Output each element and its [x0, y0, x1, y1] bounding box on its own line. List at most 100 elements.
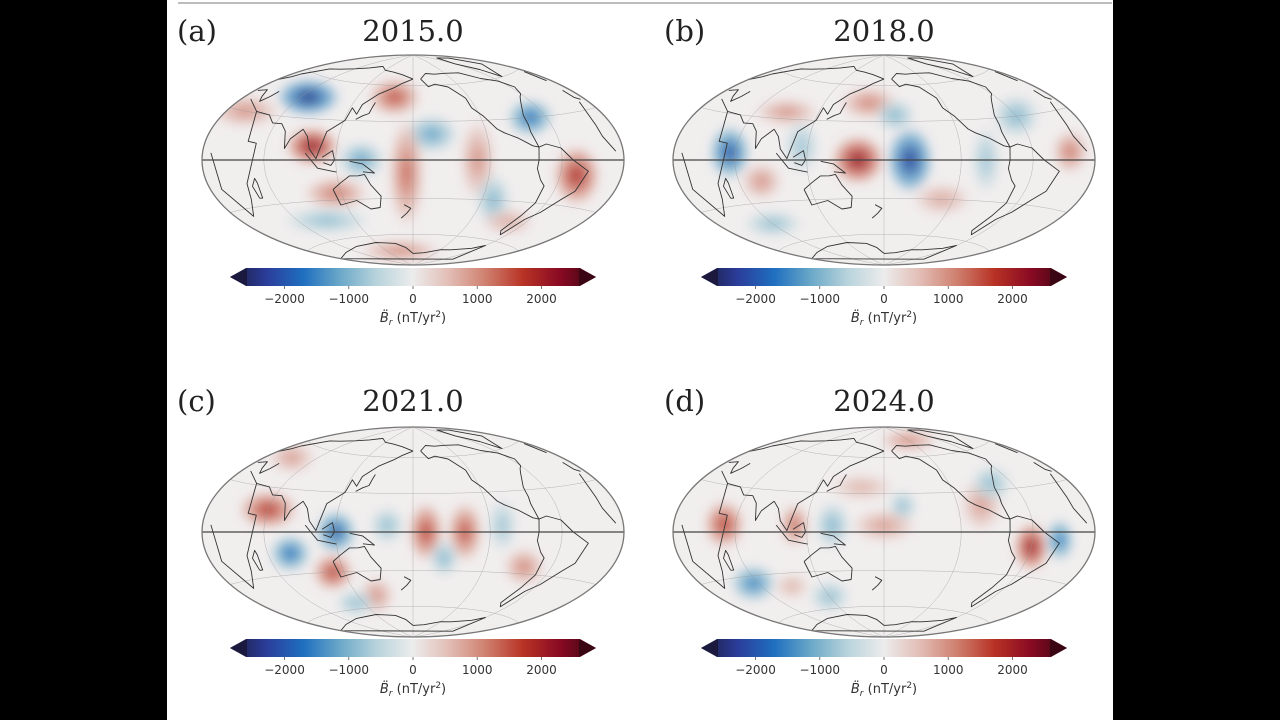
- anomaly-negative: [814, 500, 851, 550]
- coastline: [728, 89, 1052, 102]
- anomaly-positive: [481, 207, 535, 236]
- anomaly-positive: [285, 127, 339, 166]
- panel-a-label: (a): [177, 14, 217, 48]
- colorbar-gradient: [230, 268, 596, 286]
- colorbar-extend-min: [701, 639, 718, 657]
- coastline: [970, 515, 1060, 608]
- coastline: [332, 545, 382, 582]
- coastline: [820, 532, 846, 546]
- coastline: [748, 73, 773, 81]
- anomaly-positive: [388, 118, 425, 228]
- colorbar-label: B̈r (nT/yr2): [380, 681, 446, 699]
- anomaly-positive: [303, 177, 369, 210]
- colorbar-gradient: [230, 639, 596, 657]
- panel-b-label: (b): [664, 14, 706, 48]
- colorbar-tick-label: −1000: [328, 663, 369, 677]
- coastline: [210, 470, 617, 589]
- coastline: [400, 576, 412, 591]
- colorbar-tick-label: 2000: [997, 663, 1028, 677]
- colorbar-tick-label: −2000: [264, 663, 305, 677]
- anomaly-negative: [874, 98, 916, 132]
- colorbar-label: B̈r (nT/yr2): [851, 310, 917, 328]
- coastline: [891, 72, 1011, 148]
- coastline: [727, 78, 885, 160]
- coastline: [723, 177, 735, 199]
- coastline: [332, 173, 382, 210]
- coastline: [723, 549, 735, 571]
- coastline: [340, 242, 486, 260]
- coastline: [994, 71, 1018, 82]
- top-rule: [178, 2, 1112, 4]
- coastline: [257, 461, 581, 474]
- coastline: [277, 445, 302, 453]
- coastline: [436, 57, 503, 78]
- colorbar-extend-min: [701, 268, 718, 286]
- coastline: [681, 98, 1088, 217]
- anomaly-positive: [774, 572, 810, 601]
- anomaly-positive: [703, 499, 745, 549]
- figure-canvas: −2000 −1000 0 1000 2000 B̈r (nT/yr2) −2000 −100…: [201, 54, 1096, 699]
- colorbar-a: −2000 −1000 0 1000 2000 B̈r (nT/yr2): [230, 268, 596, 328]
- colorbar-tick-label: 0: [409, 292, 417, 306]
- anomaly-negative: [709, 125, 751, 180]
- anomaly-negative: [729, 564, 778, 603]
- coastline: [803, 173, 853, 210]
- coastline: [728, 461, 1052, 474]
- anomaly-positive: [367, 77, 422, 117]
- colorbar-tick-label: −2000: [735, 663, 776, 677]
- coastline: [891, 444, 1011, 520]
- coastline: [355, 474, 376, 492]
- anomaly-negative: [282, 206, 372, 235]
- anomaly-positive: [779, 503, 810, 548]
- coastline: [349, 160, 375, 174]
- map-panel-a: [201, 54, 625, 266]
- coastline: [811, 614, 957, 632]
- colorbar-extend-max: [1050, 639, 1067, 657]
- coastline: [871, 576, 883, 591]
- coastline: [355, 102, 376, 120]
- colorbar-gradient: [701, 268, 1067, 286]
- coastline: [775, 524, 808, 545]
- panel-c-title: 2021.0: [362, 384, 464, 418]
- map-outline: [201, 54, 625, 266]
- coastline: [304, 524, 337, 545]
- coastline: [748, 445, 773, 453]
- colorbar-extend-max: [579, 268, 596, 286]
- anomaly-positive: [740, 162, 783, 201]
- colorbar-extend-max: [579, 639, 596, 657]
- map-outline: [201, 426, 625, 638]
- anomaly-positive: [1052, 129, 1088, 174]
- coastline: [820, 160, 846, 174]
- anomaly-positive: [503, 547, 545, 587]
- coastline: [257, 89, 581, 102]
- anomaly-negative: [369, 506, 405, 545]
- anomaly-positive: [754, 98, 820, 126]
- colorbar-tick-label: 0: [409, 663, 417, 677]
- colorbar-d: −2000 −1000 0 1000 2000 B̈r (nT/yr2): [701, 639, 1067, 699]
- coastline: [420, 444, 540, 520]
- colorbar-gradient: [701, 639, 1067, 657]
- coastline: [499, 143, 589, 236]
- coastline: [252, 549, 264, 571]
- coastline: [210, 98, 617, 217]
- colorbar-tick-label: 0: [880, 663, 888, 677]
- colorbar-tick-label: 1000: [933, 663, 964, 677]
- panel-a-title: 2015.0: [362, 14, 464, 48]
- coastline: [775, 152, 808, 173]
- anomaly-negative: [429, 538, 459, 578]
- anomaly-negative: [269, 534, 312, 573]
- panel-d-label: (d): [664, 384, 706, 418]
- coastline: [252, 177, 264, 199]
- panel-d-title: 2024.0: [833, 384, 935, 418]
- colorbar-tick-label: −1000: [799, 292, 840, 306]
- coastline: [907, 57, 974, 78]
- colorbar-tick-label: 2000: [526, 292, 557, 306]
- colorbar-extend-min: [230, 268, 247, 286]
- coastline: [304, 152, 337, 173]
- colorbar-label: B̈r (nT/yr2): [380, 310, 446, 328]
- coastline: [436, 429, 503, 450]
- colorbar-tick-label: 1000: [462, 292, 493, 306]
- colorbar-c: −2000 −1000 0 1000 2000 B̈r (nT/yr2): [230, 639, 596, 699]
- panel-c-label: (c): [177, 384, 216, 418]
- coastline: [256, 450, 414, 532]
